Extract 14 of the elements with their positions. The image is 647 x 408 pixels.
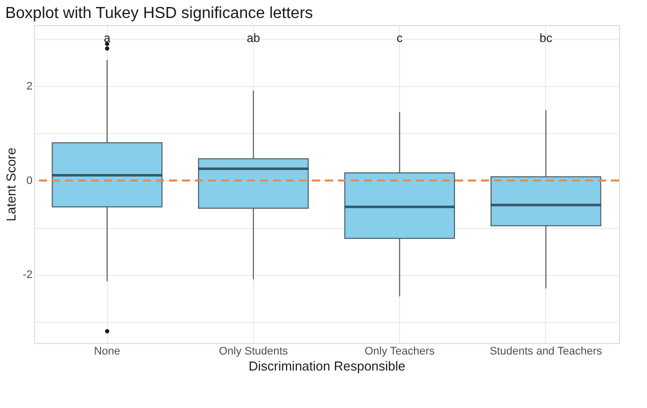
- annotation: a: [104, 31, 111, 45]
- annotation: ab: [246, 31, 260, 45]
- y-tick-label: -2: [22, 269, 32, 282]
- y-tick-label: 2: [26, 80, 32, 93]
- y-tick-label: 0: [26, 174, 32, 187]
- annotation: bc: [540, 31, 552, 45]
- x-tick-label: None: [94, 346, 120, 358]
- x-axis-title: Discrimination Responsible: [248, 358, 406, 374]
- y-axis-title: Latent Score: [4, 148, 19, 222]
- x-tick-label: Students and Teachers: [490, 346, 603, 358]
- x-tick-label: Only Students: [218, 346, 288, 358]
- x-tick-label: Only Teachers: [364, 346, 436, 358]
- chart-title: Boxplot with Tukey HSD significance letters: [5, 5, 313, 22]
- annotation: c: [396, 31, 403, 45]
